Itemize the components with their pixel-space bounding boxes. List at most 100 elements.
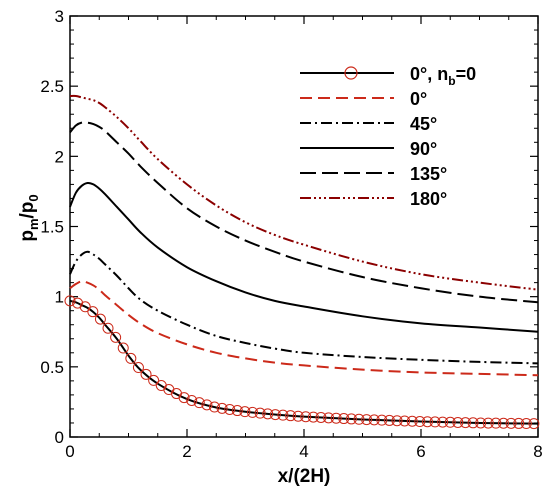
series-marker-0 [330, 412, 342, 424]
series-marker-0 [239, 406, 251, 418]
series-marker-0 [452, 416, 464, 428]
series-marker-0 [383, 414, 395, 426]
series-marker-0 [345, 413, 357, 425]
series-marker-0 [193, 397, 205, 409]
legend-label-0: 0°, nb=0 [410, 64, 476, 88]
series-marker-0 [505, 417, 517, 429]
legend-label-main: 180° [410, 189, 447, 209]
series-line-2 [69, 250, 539, 365]
series-marker-0 [247, 406, 259, 418]
y-axis-label-mid: /p [17, 202, 38, 219]
y-tick-label: 0 [55, 428, 64, 447]
series-marker-0 [444, 416, 456, 428]
series-marker-0 [117, 342, 129, 354]
series-marker-0 [323, 412, 335, 424]
legend: 0°, nb=00°45°90°135°180° [300, 64, 476, 209]
series-marker-0 [125, 352, 137, 364]
series-marker-0 [216, 402, 228, 414]
legend-label-main: 135° [410, 164, 447, 184]
series-marker-0 [140, 368, 152, 380]
series-marker-0 [102, 322, 114, 334]
series-marker-0 [368, 414, 380, 426]
x-tick-label: 8 [533, 442, 542, 461]
y-tick-label: 1 [55, 288, 64, 307]
legend-label-3: 90° [410, 139, 437, 159]
series-marker-0 [94, 313, 106, 325]
series-marker-0 [376, 414, 388, 426]
legend-label-4: 135° [410, 164, 447, 184]
series-marker-0 [110, 331, 122, 343]
series-marker-0 [307, 411, 319, 423]
series-line-1 [69, 280, 539, 377]
series-marker-0 [292, 410, 304, 422]
series-marker-0 [64, 295, 76, 307]
series-marker-0 [148, 374, 160, 386]
series-marker-0 [513, 417, 525, 429]
y-tick-label: 3 [55, 7, 64, 26]
series-marker-0 [269, 409, 281, 421]
series-marker-0 [186, 394, 198, 406]
series-line-4 [69, 121, 539, 304]
series-marker-0 [475, 417, 487, 429]
series-marker-0 [414, 416, 426, 428]
x-tick-label: 0 [65, 442, 74, 461]
series-marker-0 [87, 306, 99, 318]
series-marker-0 [528, 418, 540, 430]
series-marker-0 [361, 414, 373, 426]
series-marker-0 [421, 416, 433, 428]
series-marker-0 [254, 407, 266, 419]
x-tick-label: 2 [182, 442, 191, 461]
y-axis-label: pm/p0 [17, 194, 41, 241]
legend-label-main: 0°, n [410, 64, 448, 84]
x-axis-label: x/(2H) [278, 466, 331, 487]
series-marker-0 [315, 411, 327, 423]
legend-marker-0 [344, 66, 358, 80]
series-line-3 [69, 181, 539, 333]
series-marker-0 [79, 301, 91, 313]
series-marker-0 [132, 362, 144, 374]
series-marker-0 [482, 417, 494, 429]
legend-label-sub: b [448, 74, 455, 88]
series-marker-0 [72, 297, 84, 309]
series-marker-0 [178, 392, 190, 404]
series-marker-0 [459, 417, 471, 429]
series-marker-0 [490, 417, 502, 429]
series-line-0 [69, 299, 539, 425]
series-marker-0 [353, 413, 365, 425]
x-tick-label: 6 [416, 442, 425, 461]
series-marker-0 [497, 417, 509, 429]
series-marker-0 [467, 417, 479, 429]
legend-label-2: 45° [410, 114, 437, 134]
series-marker-0 [262, 408, 274, 420]
x-tick-label: 4 [299, 442, 308, 461]
series-marker-0 [201, 399, 213, 411]
series-marker-0 [224, 403, 236, 415]
legend-label-main: 45° [410, 114, 437, 134]
series-marker-0 [277, 409, 289, 421]
series-marker-0 [231, 405, 243, 417]
y-axis-label-sub2: 0 [26, 194, 41, 201]
legend-label-1: 0° [410, 89, 427, 109]
series-marker-0 [338, 413, 350, 425]
series-marker-0 [300, 411, 312, 423]
series-line-5 [69, 94, 539, 291]
y-tick-label: 0.5 [40, 358, 64, 377]
series-marker-0 [437, 416, 449, 428]
axis-ticks [69, 15, 539, 438]
legend-label-end: =0 [456, 64, 477, 84]
series-marker-0 [406, 415, 418, 427]
series-marker-0 [429, 416, 441, 428]
legend-label-main: 90° [410, 139, 437, 159]
y-tick-label: 2.5 [40, 77, 64, 96]
y-axis-label-main: p [17, 230, 38, 242]
series-marker-0 [208, 401, 220, 413]
series-marker-0 [399, 415, 411, 427]
tick-labels: 0 2 4 6 8 0 0.5 1 1.5 2 2.5 3 [40, 7, 542, 461]
legend-label-5: 180° [410, 189, 447, 209]
y-tick-label: 2 [55, 147, 64, 166]
series-marker-0 [285, 410, 297, 422]
y-tick-label: 1.5 [40, 218, 64, 237]
series-marker-0 [520, 418, 532, 430]
y-axis-label-sub1: m [26, 218, 41, 230]
